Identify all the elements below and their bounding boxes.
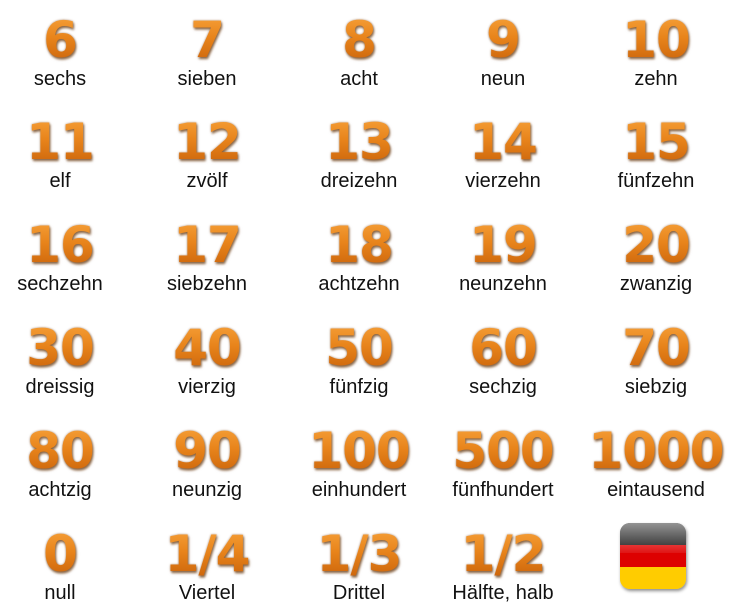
number-digits: 60	[469, 319, 538, 377]
number-digits: 14	[469, 113, 538, 171]
number-digits: 6	[43, 11, 78, 69]
number-card: 70 siebzig	[586, 322, 726, 398]
number-digits: 8	[342, 11, 377, 69]
number-word: achtzehn	[318, 273, 400, 295]
number-card: 1000 eintausend	[586, 425, 726, 501]
number-card: 14 vierzehn	[433, 116, 573, 192]
number-digits: 18	[325, 216, 394, 274]
number-card: 16 sechzehn	[0, 219, 130, 295]
number-digits: 12	[173, 113, 242, 171]
number-word: acht	[340, 68, 378, 90]
number-digits: 13	[325, 113, 394, 171]
number-word: einhundert	[311, 479, 407, 501]
number-digits: 1/4	[164, 525, 251, 583]
number-word: elf	[49, 170, 71, 192]
number-digits: 20	[622, 216, 691, 274]
flag-red-band	[620, 545, 686, 567]
number-card: 8 acht	[289, 14, 429, 90]
number-card: 80 achtzig	[0, 425, 130, 501]
number-word: sechzehn	[17, 273, 103, 295]
number-word: null	[44, 582, 76, 604]
number-digits: 19	[469, 216, 538, 274]
number-digits: 80	[26, 422, 95, 480]
number-digits: 100	[308, 422, 410, 480]
number-card: 500 fünfhundert	[433, 425, 573, 501]
number-card: 10 zehn	[586, 14, 726, 90]
number-word: sechs	[33, 68, 87, 90]
number-card: 50 fünfzig	[289, 322, 429, 398]
number-digits: 50	[325, 319, 394, 377]
number-word: vierzig	[178, 376, 236, 398]
number-card: 0 null	[0, 528, 130, 604]
number-card: 12 zvölf	[137, 116, 277, 192]
flag-black-band	[620, 523, 686, 545]
number-word: dreizehn	[320, 170, 398, 192]
number-card: 100 einhundert	[289, 425, 429, 501]
number-word: fünfzig	[329, 376, 389, 398]
number-word: fünfhundert	[452, 479, 554, 501]
number-word: zehn	[634, 68, 678, 90]
number-digits: 1/3	[316, 525, 403, 583]
number-card: 6 sechs	[0, 14, 130, 90]
number-word: siebzig	[624, 376, 688, 398]
number-card: 40 vierzig	[137, 322, 277, 398]
number-word: vierzehn	[465, 170, 541, 192]
number-word: neunzig	[171, 479, 243, 501]
number-word: neunzehn	[459, 273, 547, 295]
number-digits: 17	[173, 216, 242, 274]
number-word: Drittel	[332, 582, 386, 604]
number-word: dreissig	[25, 376, 95, 398]
number-card: 9 neun	[433, 14, 573, 90]
number-card: 19 neunzehn	[433, 219, 573, 295]
number-word: eintausend	[607, 479, 705, 501]
number-word: Viertel	[178, 582, 236, 604]
number-digits: 90	[173, 422, 242, 480]
number-word: zwanzig	[619, 273, 693, 295]
number-card: 1/2 Hälfte, halb	[433, 528, 573, 604]
number-digits: 40	[173, 319, 242, 377]
flag-gold-band	[620, 567, 686, 589]
germany-flag-icon	[620, 523, 686, 589]
number-digits: 30	[26, 319, 95, 377]
number-word: zvölf	[186, 170, 228, 192]
number-card: 15 fünfzehn	[586, 116, 726, 192]
number-digits: 15	[622, 113, 691, 171]
number-digits: 7	[190, 11, 225, 69]
number-digits: 16	[26, 216, 95, 274]
number-word: siebzehn	[166, 273, 248, 295]
number-card: 17 siebzehn	[137, 219, 277, 295]
number-card: 30 dreissig	[0, 322, 130, 398]
number-card: 18 achtzehn	[289, 219, 429, 295]
number-word: sieben	[177, 68, 237, 90]
number-digits: 1/2	[460, 525, 547, 583]
number-digits: 11	[26, 113, 95, 171]
number-card: 11 elf	[0, 116, 130, 192]
number-word: sechzig	[469, 376, 537, 398]
number-card: 13 dreizehn	[289, 116, 429, 192]
number-word: neun	[480, 68, 526, 90]
number-card: 7 sieben	[137, 14, 277, 90]
number-digits: 1000	[588, 422, 724, 480]
number-digits: 500	[452, 422, 554, 480]
number-digits: 9	[486, 11, 521, 69]
number-card: 60 sechzig	[433, 322, 573, 398]
number-word: fünfzehn	[617, 170, 695, 192]
number-digits: 0	[43, 525, 78, 583]
number-word: achtzig	[28, 479, 92, 501]
number-digits: 70	[622, 319, 691, 377]
number-card: 1/3 Drittel	[289, 528, 429, 604]
number-card: 90 neunzig	[137, 425, 277, 501]
number-card: 20 zwanzig	[586, 219, 726, 295]
number-word: Hälfte, halb	[452, 582, 554, 604]
number-digits: 10	[622, 11, 691, 69]
number-card: 1/4 Viertel	[137, 528, 277, 604]
